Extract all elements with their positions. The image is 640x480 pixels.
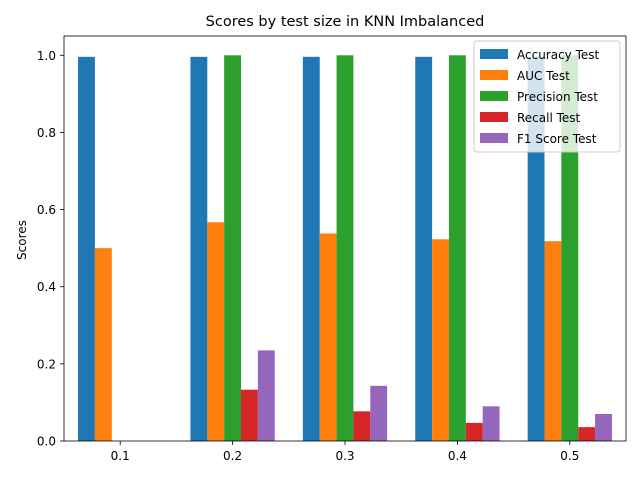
bar-1-2: [190, 56, 208, 441]
legend-swatch: [480, 112, 508, 122]
axes-group: 0.1 0.2 0.3 0.4 0.5 0.0 0.2 0.4 0.6 0.8 1.0: [37, 35, 627, 463]
bar-1-1: [78, 56, 95, 441]
bar-4-3: [353, 411, 371, 441]
legend-label: F1 Score Test: [517, 132, 597, 146]
legend-label: AUC Test: [517, 69, 570, 83]
bar-1-5: [527, 56, 545, 441]
y-tick-label: 0.6: [37, 203, 56, 217]
bar-2-4: [432, 239, 449, 441]
bar-1-3: [302, 56, 320, 441]
bar-2-1: [94, 248, 112, 441]
y-axis-label: Scores: [15, 220, 29, 260]
bar-4-2: [241, 389, 258, 441]
x-tick-label: 0.5: [560, 449, 579, 463]
y-tick-label: 0.8: [37, 126, 56, 140]
bar-3-2: [224, 55, 242, 442]
y-tick-label: 1.0: [37, 49, 56, 63]
bar-2-5: [544, 241, 562, 441]
x-tick-label: 0.4: [448, 449, 467, 463]
x-tick-label: 0.1: [111, 449, 130, 463]
bar-5-4: [482, 406, 500, 441]
x-tick-label: 0.3: [335, 449, 354, 463]
legend-label: Accuracy Test: [517, 48, 600, 62]
bars-group: [78, 55, 612, 442]
bar-1-4: [415, 56, 433, 441]
legend-swatch: [480, 49, 508, 59]
bar-5-5: [595, 414, 612, 441]
legend: Accuracy Test AUC Test Precision Test Recal…: [473, 40, 621, 153]
chart-title: Scores by test size in KNN Imbalanced: [206, 14, 485, 30]
bar-2-2: [207, 222, 225, 441]
legend-swatch: [480, 70, 508, 80]
x-tick-label: 0.2: [223, 449, 242, 463]
y-tick-label: 0.4: [37, 280, 56, 294]
legend-label: Precision Test: [517, 90, 598, 104]
y-tick-label: 0.0: [37, 435, 56, 449]
legend-box: [473, 40, 621, 153]
bar-5-3: [370, 385, 388, 441]
bar-3-4: [448, 55, 466, 442]
bar-4-5: [578, 427, 596, 441]
bar-2-3: [319, 233, 337, 441]
y-tick-label: 0.2: [37, 357, 56, 371]
bar-5-2: [257, 350, 275, 441]
legend-swatch: [480, 133, 508, 143]
legend-label: Recall Test: [517, 111, 581, 125]
legend-swatch: [480, 91, 508, 101]
bar-4-4: [465, 422, 483, 441]
bar-3-3: [336, 55, 354, 442]
